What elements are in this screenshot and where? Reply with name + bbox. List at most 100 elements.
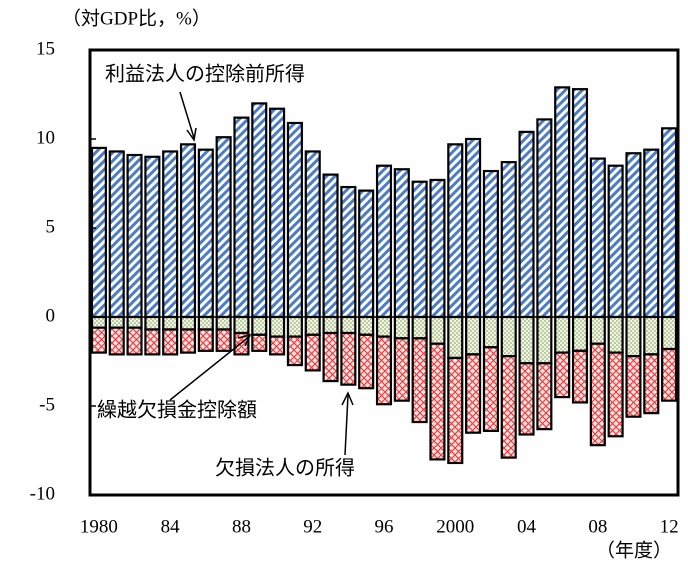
bar xyxy=(429,178,446,319)
x-tick-label: 92 xyxy=(303,516,322,537)
bar xyxy=(322,331,339,383)
arrow xyxy=(169,335,251,401)
bar xyxy=(661,347,678,402)
bar xyxy=(286,335,303,367)
bar xyxy=(269,107,286,319)
bar xyxy=(536,118,553,319)
bar xyxy=(661,127,678,319)
bar xyxy=(126,326,143,356)
x-tick-label: 2000 xyxy=(436,516,474,537)
bar xyxy=(340,331,357,386)
bar xyxy=(375,315,393,338)
bar xyxy=(393,315,410,340)
bar xyxy=(108,326,125,356)
bar xyxy=(500,315,517,358)
x-tick-label: 96 xyxy=(375,516,394,537)
x-tick-label: 12 xyxy=(660,516,679,537)
bar xyxy=(179,315,197,331)
bar xyxy=(571,315,589,352)
y-tick-label: 15 xyxy=(36,38,55,59)
bar xyxy=(554,86,571,319)
bar xyxy=(90,315,107,329)
bar xyxy=(465,315,482,356)
bar xyxy=(304,150,321,319)
bar xyxy=(251,315,268,336)
annotation: 利益法人の控除前所得 xyxy=(105,63,305,86)
bar xyxy=(375,164,393,319)
y-tick-label: 10 xyxy=(36,127,55,148)
bar xyxy=(625,355,642,418)
bar xyxy=(447,143,464,319)
bar xyxy=(233,315,250,335)
bar xyxy=(500,161,517,319)
bar xyxy=(322,315,339,335)
bar xyxy=(447,356,464,465)
bar xyxy=(126,153,143,319)
bar xyxy=(304,315,321,336)
bar xyxy=(518,130,535,319)
bar xyxy=(340,185,357,319)
bar xyxy=(358,333,375,390)
x-tick-label: 1980 xyxy=(80,516,118,537)
bar xyxy=(358,315,375,336)
arrow-head xyxy=(237,333,252,347)
bar xyxy=(304,333,321,372)
bar xyxy=(179,328,197,354)
bar xyxy=(108,315,125,329)
bar xyxy=(179,143,197,319)
bar xyxy=(554,315,571,354)
x-tick-label: 88 xyxy=(232,516,251,537)
bar xyxy=(589,315,606,345)
bar xyxy=(482,346,499,433)
bar xyxy=(162,328,179,356)
bar xyxy=(215,136,232,319)
x-axis-label: （年度） xyxy=(596,539,672,561)
bar xyxy=(269,315,286,338)
arrow xyxy=(344,394,349,456)
y-tick-label: -5 xyxy=(39,394,55,415)
bar xyxy=(643,148,660,319)
bar xyxy=(197,315,214,331)
bar xyxy=(411,180,428,319)
bar xyxy=(233,116,250,319)
bar xyxy=(607,351,624,438)
bar xyxy=(340,315,357,335)
bar xyxy=(625,315,642,358)
bar xyxy=(411,315,428,340)
bar xyxy=(144,155,161,319)
bar xyxy=(144,328,161,356)
x-tick-label: 08 xyxy=(588,516,607,537)
plot-frame xyxy=(88,48,680,497)
bar xyxy=(286,315,303,338)
bar xyxy=(90,146,107,319)
bar xyxy=(643,315,660,356)
bar xyxy=(589,157,606,319)
bar xyxy=(251,333,268,352)
bar xyxy=(162,315,179,331)
bar xyxy=(108,150,125,319)
bar xyxy=(411,337,428,424)
bar xyxy=(126,315,143,329)
bar xyxy=(286,121,303,319)
bar xyxy=(197,328,214,352)
y-tick-label: 5 xyxy=(46,216,56,237)
bar xyxy=(162,150,179,319)
bar xyxy=(269,335,286,356)
bar xyxy=(465,137,482,319)
bar xyxy=(215,315,232,331)
bar xyxy=(447,315,464,360)
y-tick-label: 0 xyxy=(46,305,56,326)
bar xyxy=(215,328,232,352)
bar xyxy=(375,335,393,406)
bar xyxy=(536,315,553,365)
bar xyxy=(518,362,535,436)
x-tick-label: 04 xyxy=(517,516,537,537)
bar xyxy=(358,189,375,319)
bar xyxy=(90,326,107,354)
y-axis-label: （対GDP比，%） xyxy=(62,7,211,29)
bar xyxy=(518,315,535,365)
bar xyxy=(429,315,446,345)
bar xyxy=(251,102,268,319)
bar xyxy=(197,148,214,319)
